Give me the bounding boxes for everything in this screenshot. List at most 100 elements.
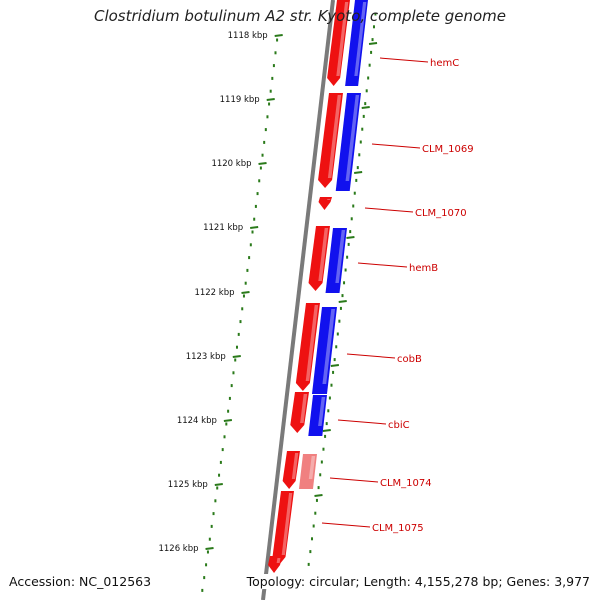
inner-tick-dot [232, 371, 235, 375]
inner-tick-dot [206, 550, 209, 554]
outer-major-tick [314, 494, 323, 497]
gene-feature-forward-shine [327, 95, 342, 178]
gene-label[interactable]: cbiC [388, 420, 410, 431]
inner-tick-dot [208, 537, 211, 541]
inner-tick-dot [251, 230, 254, 234]
outer-tick-dot [332, 370, 335, 374]
ruler-tick-label: 1121 kbp [203, 223, 243, 233]
gene-feature-forward-shine [291, 453, 299, 479]
inner-tick-dot [259, 166, 262, 170]
outer-tick-marks [307, 12, 378, 566]
outer-tick-dot [358, 153, 361, 157]
inner-tick-dot [235, 345, 238, 349]
outer-tick-dot [314, 511, 317, 515]
ruler-labels: 1118 kbp 1119 kbp 1120 kbp 1121 kbp 1122 kbp… [158, 31, 283, 554]
gene-feature-forward[interactable] [295, 303, 320, 391]
inner-tick-dot [253, 217, 256, 221]
outer-tick-dot [309, 550, 312, 554]
gene-leader-line [371, 143, 421, 149]
outer-tick-dot [349, 230, 352, 234]
ruler-major-tick [214, 483, 223, 486]
gene-feature-reverse-shine [322, 309, 336, 384]
inner-tick-dot [274, 51, 277, 55]
inner-tick-dot [205, 563, 208, 567]
ruler-major-tick [258, 162, 267, 165]
inner-tick-dot [263, 140, 266, 144]
outer-tick-dot [347, 242, 350, 246]
gene-leader-line [379, 57, 429, 63]
ruler-major-tick [223, 419, 233, 422]
ruler-tick-label: 1122 kbp [194, 288, 234, 298]
gene-feature-reverse-shine [345, 95, 360, 181]
gene-feature-forward[interactable] [327, 0, 350, 86]
inner-tick-dot [249, 243, 252, 247]
outer-tick-dot [372, 25, 375, 29]
gene-labels: hemC CLM_1069 CLM_1070 hemB cobB cbiC CLM_1074… [321, 57, 474, 534]
gene-feature-forward-shine [318, 228, 329, 281]
outer-tick-dot [364, 102, 367, 106]
inner-tick-dot [225, 422, 228, 426]
gene-feature-forward[interactable] [308, 226, 330, 291]
outer-major-tick [354, 171, 363, 174]
inner-tick-dot [264, 128, 267, 132]
gene-feature-reverse[interactable] [308, 395, 327, 436]
map-title: Clostridium botulinum A2 str. Kyoto, com… [93, 7, 507, 25]
inner-tick-dot [203, 576, 206, 580]
outer-tick-dot [325, 422, 328, 426]
gene-feature-reverse[interactable] [325, 228, 347, 293]
ruler-tick-label: 1118 kbp [228, 31, 268, 41]
outer-tick-dot [341, 294, 344, 298]
gene-feature-forward[interactable] [290, 392, 309, 433]
gene-label[interactable]: CLM_1070 [415, 208, 467, 219]
outer-tick-dot [324, 434, 327, 438]
outer-major-tick [361, 106, 370, 109]
gene-feature-reverse[interactable] [311, 307, 337, 394]
gene-label[interactable]: CLM_1075 [372, 523, 424, 534]
gene-feature-forward[interactable] [282, 451, 300, 489]
outer-tick-dot [328, 396, 331, 400]
inner-tick-dot [269, 89, 272, 93]
outer-tick-dot [361, 127, 364, 131]
inner-tick-dot [223, 435, 226, 439]
gene-feature-forward[interactable] [268, 556, 282, 573]
gene-leader-line [346, 353, 396, 359]
outer-tick-dot [371, 38, 374, 42]
inner-tick-dot [221, 448, 224, 452]
inner-tick-dot [258, 179, 261, 183]
inner-tick-dot [237, 332, 240, 336]
gene-feature-forward[interactable] [272, 491, 294, 565]
inner-tick-dot [248, 256, 251, 260]
outer-tick-dot [355, 178, 358, 182]
outer-tick-dot [368, 63, 371, 67]
outer-major-tick [330, 364, 339, 367]
outer-tick-dot [311, 537, 314, 541]
gene-feature-forward-shine [300, 394, 308, 423]
gene-feature-reverse-shine [354, 2, 367, 76]
gene-label[interactable]: CLM_1074 [380, 478, 432, 489]
gene-leader-line [321, 522, 371, 528]
ruler-major-tick [250, 226, 259, 229]
inner-tick-dot [227, 409, 230, 413]
gene-feature-reverse[interactable] [335, 93, 361, 191]
outer-tick-dot [365, 89, 368, 93]
outer-tick-dot [374, 12, 377, 16]
gene-feature-forward[interactable] [318, 197, 332, 210]
outer-tick-dot [370, 50, 373, 54]
gene-feature-faded[interactable] [298, 454, 317, 489]
gene-feature-reverse[interactable] [345, 0, 368, 86]
gene-label[interactable]: hemC [430, 58, 459, 69]
inner-tick-dot [241, 307, 244, 311]
gene-label[interactable]: CLM_1069 [422, 144, 474, 155]
gene-label[interactable]: hemB [409, 263, 438, 274]
outer-tick-dot [336, 332, 339, 336]
outer-tick-dot [307, 562, 310, 566]
inner-tick-marks [201, 38, 279, 592]
outer-tick-dot [315, 498, 318, 502]
inner-tick-dot [246, 268, 249, 272]
outer-tick-dot [346, 255, 349, 259]
gene-feature-reverse-shine [318, 397, 326, 426]
gene-feature-forward-shine [281, 493, 293, 555]
gene-label[interactable]: cobB [397, 354, 422, 365]
gene-feature-forward[interactable] [318, 93, 343, 188]
